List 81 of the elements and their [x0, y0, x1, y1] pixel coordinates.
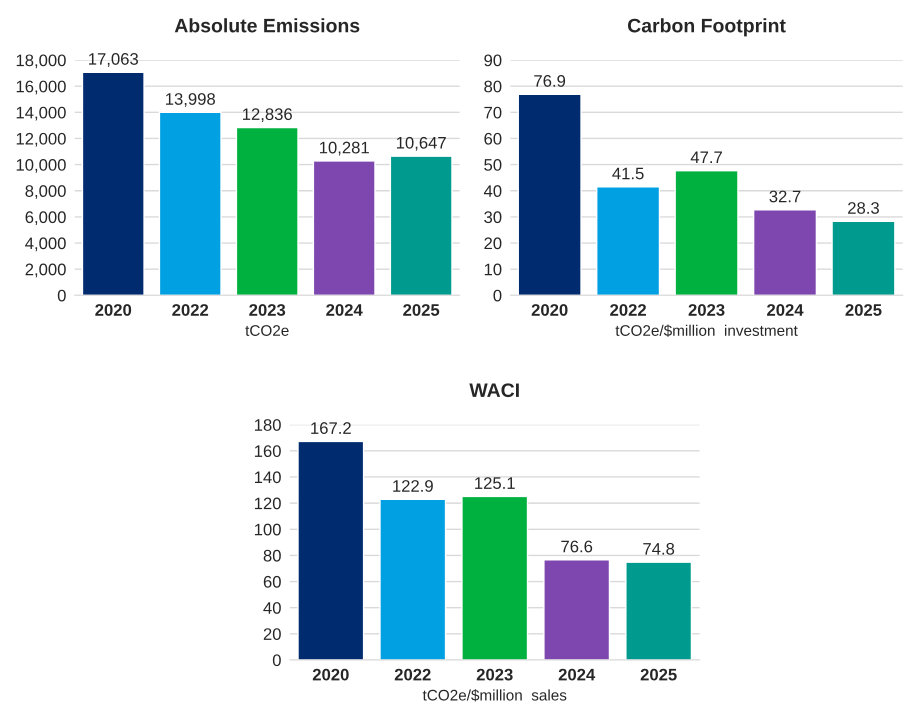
- x-tick-label: 2020: [95, 304, 132, 316]
- data-label: 167.2: [311, 422, 351, 434]
- data-label: 74.8: [643, 542, 674, 555]
- bar: [390, 155, 453, 296]
- data-label: 32.7: [769, 190, 800, 202]
- y-tick-label: 0: [493, 290, 502, 302]
- bar: [312, 160, 376, 296]
- bar: [236, 126, 299, 296]
- data-label: 17,063: [89, 53, 138, 67]
- y-tick-label: 10: [484, 264, 502, 276]
- y-tick-label: 180: [254, 419, 281, 431]
- bar: [596, 186, 660, 296]
- y-tick-label: 100: [254, 524, 281, 536]
- x-tick-label: 2022: [172, 304, 208, 316]
- y-tick-label: 120: [254, 498, 281, 510]
- x-tick-label: 2025: [846, 304, 882, 316]
- y-tick-label: 12,000: [16, 132, 66, 147]
- data-label: 76.6: [561, 540, 592, 552]
- bar: [518, 94, 582, 296]
- data-label: 41.5: [612, 168, 644, 180]
- y-tick-label: 0: [272, 654, 281, 666]
- bar: [543, 559, 610, 660]
- y-tick-label: 90: [484, 54, 502, 66]
- y-tick-label: 80: [484, 80, 502, 92]
- y-tick-label: 14,000: [16, 106, 66, 121]
- data-label: 47.7: [690, 152, 722, 163]
- data-label: 10,281: [320, 142, 369, 156]
- x-axis-title: tCO2e/$million investment: [616, 324, 798, 337]
- y-tick-label: 10,000: [16, 159, 66, 173]
- bar: [379, 498, 446, 660]
- y-tick-label: 0: [58, 290, 66, 302]
- y-tick-label: 20: [264, 628, 281, 640]
- y-tick-label: 60: [264, 576, 281, 588]
- y-tick-label: 160: [254, 445, 281, 458]
- y-tick-label: 50: [484, 159, 502, 171]
- data-label: 125.1: [475, 477, 515, 489]
- x-tick-label: 2024: [326, 304, 363, 316]
- bar: [674, 170, 739, 296]
- x-axis-title: tCO2e/$million sales: [422, 689, 566, 702]
- bar: [82, 72, 145, 296]
- y-tick-label: 20: [484, 237, 502, 250]
- data-label: 12,836: [242, 108, 292, 122]
- x-tick-label: 2020: [532, 304, 568, 316]
- bar: [625, 561, 692, 660]
- data-label: 28.3: [848, 202, 879, 214]
- x-tick-label: 2023: [249, 304, 286, 316]
- x-tick-label: 2024: [767, 304, 804, 316]
- y-tick-label: 2,000: [26, 264, 66, 278]
- y-tick-label: 40: [263, 602, 281, 614]
- bar: [752, 209, 818, 296]
- y-tick-label: 70: [484, 106, 502, 119]
- y-tick-label: 8,000: [25, 185, 66, 199]
- x-tick-label: 2022: [394, 668, 431, 681]
- y-tick-label: 4,000: [25, 237, 66, 252]
- x-axis-title: tCO2e: [245, 325, 289, 336]
- y-tick-label: 30: [484, 211, 502, 224]
- x-tick-label: 2022: [610, 304, 646, 316]
- x-tick-label: 2025: [403, 304, 440, 316]
- x-tick-label: 2020: [312, 668, 349, 681]
- bar: [297, 440, 364, 660]
- y-tick-label: 6,000: [26, 211, 66, 226]
- x-tick-label: 2023: [688, 304, 724, 316]
- y-tick-label: 140: [254, 471, 281, 484]
- data-label: 122.9: [393, 480, 433, 492]
- data-label: 76.9: [534, 75, 566, 87]
- bar: [158, 112, 222, 296]
- x-tick-label: 2023: [476, 668, 513, 681]
- chart-title: Carbon Footprint: [628, 18, 786, 36]
- y-tick-label: 80: [264, 550, 281, 562]
- chart-title: Absolute Emissions: [174, 18, 360, 32]
- y-tick-label: 60: [484, 132, 502, 145]
- bar: [461, 496, 528, 660]
- bar: [831, 220, 896, 296]
- x-tick-label: 2025: [640, 668, 677, 681]
- chart-title: WACI: [469, 383, 519, 398]
- data-label: 10,647: [396, 136, 446, 151]
- y-tick-label: 16,000: [16, 80, 66, 94]
- y-tick-label: 40: [484, 185, 502, 197]
- y-tick-label: 18,000: [16, 54, 66, 68]
- x-tick-label: 2024: [558, 668, 596, 681]
- data-label: 13,998: [166, 93, 215, 107]
